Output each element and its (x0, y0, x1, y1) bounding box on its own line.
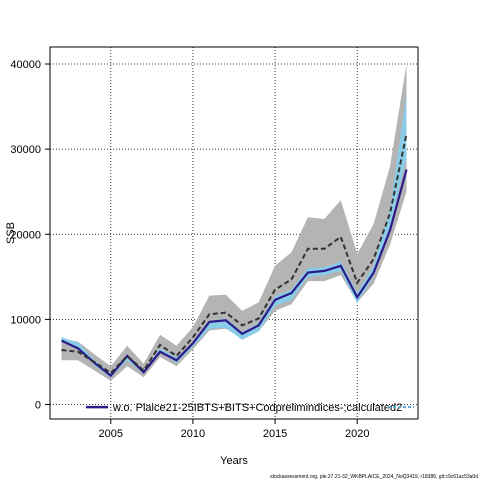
series-lines (61, 133, 408, 378)
y-axis: 0 10000 20000 30000 40000 (10, 59, 50, 412)
series-line-dashed (61, 133, 408, 375)
ci-band-grey (61, 64, 407, 381)
ci-band-blue (61, 93, 407, 378)
x-axis: 2005 2010 2015 2020 (99, 419, 369, 440)
legend: w.o. Plaice21-25IBTS+BITS+Codprelimindic… (86, 402, 414, 414)
x-axis-title: Years (220, 455, 248, 467)
confidence-bands (61, 64, 407, 381)
x-tick-label: 2020 (345, 428, 369, 440)
y-axis-title: SSB (5, 222, 17, 244)
x-tick-label: 2005 (99, 428, 123, 440)
footnote: stockassessment.org, ple.27.21-32_WKBPLA… (270, 474, 478, 480)
y-tick-label: 10000 (10, 314, 41, 326)
y-tick-label: 40000 (10, 59, 41, 71)
plot-frame (49, 46, 419, 420)
y-tick-label: 30000 (10, 144, 41, 156)
y-tick-label: 20000 (10, 229, 41, 241)
y-tick-label: 0 (35, 400, 41, 412)
x-tick-label: 2010 (181, 428, 205, 440)
grid-lines (50, 47, 418, 419)
legend-entry: w.o. Plaice21-25IBTS+BITS+Codprelimindic… (112, 402, 402, 414)
x-tick-label: 2015 (263, 428, 287, 440)
